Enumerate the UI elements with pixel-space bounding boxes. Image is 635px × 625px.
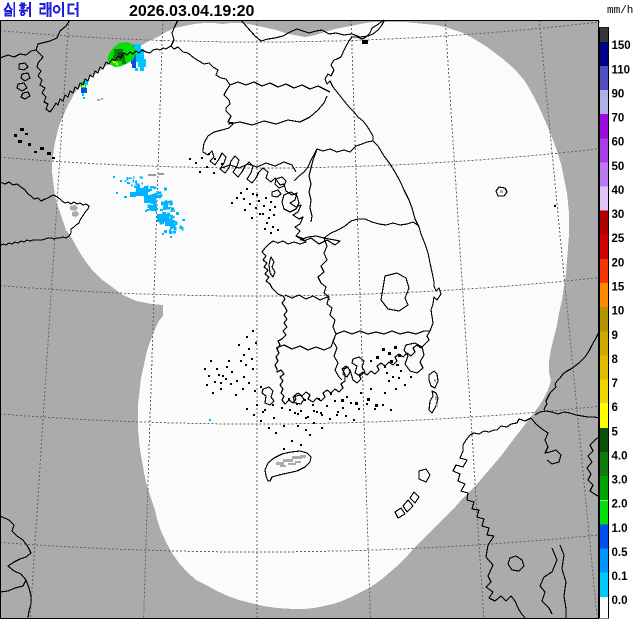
svg-text:50: 50 [612,161,625,173]
svg-text:25: 25 [612,233,625,245]
svg-text:2026.03.04.19:20: 2026.03.04.19:20 [129,3,255,20]
svg-text:30: 30 [612,209,625,221]
svg-text:mm/h: mm/h [607,5,633,17]
svg-text:150: 150 [612,40,631,52]
svg-text:3.0: 3.0 [612,475,628,487]
svg-text:10: 10 [612,306,625,318]
svg-text:7: 7 [612,378,618,390]
svg-text:110: 110 [612,64,631,76]
svg-text:2.0: 2.0 [612,499,628,511]
svg-text:6: 6 [612,402,618,414]
svg-text:1.0: 1.0 [612,523,628,535]
svg-text:0.0: 0.0 [612,595,628,607]
svg-text:90: 90 [612,89,625,101]
svg-text:0.1: 0.1 [612,571,629,583]
svg-text:5: 5 [612,426,619,438]
svg-text:20: 20 [612,257,625,269]
svg-text:40: 40 [612,185,625,197]
svg-text:60: 60 [612,137,625,149]
svg-text:70: 70 [612,113,625,125]
svg-text:8: 8 [612,354,619,366]
svg-text:15: 15 [612,282,625,294]
svg-text:4.0: 4.0 [612,450,628,462]
svg-text:9: 9 [612,330,618,342]
svg-text:0.5: 0.5 [612,547,629,559]
